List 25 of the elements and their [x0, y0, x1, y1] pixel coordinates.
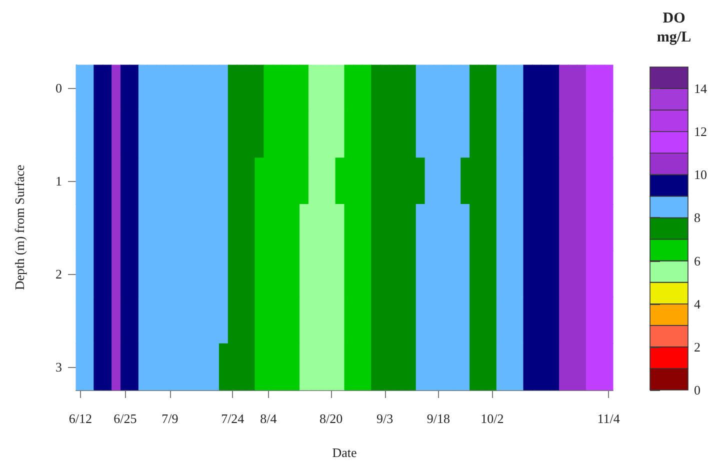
x-tick-label: 7/24	[221, 411, 245, 426]
color-bar-label: 8	[694, 210, 700, 226]
y-tick-label: 0	[56, 80, 62, 96]
y-tick-label: 3	[56, 359, 62, 374]
y-axis-title: Depth (m) from Surface	[12, 164, 27, 290]
x-tick-label: 9/18	[426, 411, 450, 426]
x-tick-label: 8/20	[320, 411, 343, 426]
x-tick-label: 6/25	[114, 411, 137, 426]
color-bar-title: DO mg/L	[656, 10, 692, 46]
color-bar-label: 6	[694, 253, 701, 268]
y-tick-label: 1	[56, 174, 62, 189]
x-tick-label: 8/4	[260, 411, 278, 426]
x-tick-label: 7/9	[162, 411, 178, 426]
x-tick-label: 9/3	[376, 411, 394, 426]
x-tick-label: 10/2	[480, 411, 504, 426]
color-bar-label: 10	[694, 167, 707, 182]
x-axis-title: Date	[332, 445, 357, 460]
color-bar-label: 0	[694, 382, 700, 398]
color-bar-label: 2	[694, 339, 700, 354]
x-tick-label: 6/12	[68, 411, 92, 426]
x-tick-label: 11/4	[597, 411, 620, 426]
color-bar-label: 14	[694, 81, 708, 96]
y-tick-label: 2	[56, 266, 62, 282]
color-bar-label: 12	[694, 124, 707, 140]
color-bar-label: 4	[694, 296, 701, 312]
